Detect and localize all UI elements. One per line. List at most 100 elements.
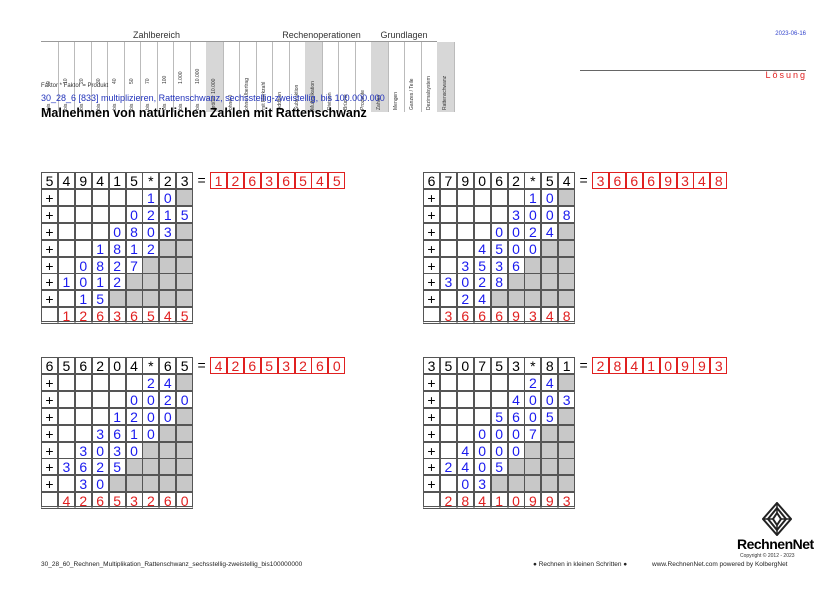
partial-digit: 0 bbox=[142, 407, 160, 425]
plus-sign: + bbox=[41, 441, 58, 459]
zahlbereich-col-1: 10 bis bbox=[58, 42, 75, 112]
factor-digit: 6 bbox=[74, 357, 92, 374]
partial-digit: 1 bbox=[125, 239, 143, 257]
partial-digit bbox=[176, 458, 194, 476]
sum-digit: 9 bbox=[524, 492, 542, 510]
partial-digit bbox=[159, 475, 177, 493]
factor-digit: 1 bbox=[558, 357, 576, 374]
result-digit: 4 bbox=[693, 172, 711, 189]
result-digit: 6 bbox=[608, 172, 626, 189]
partial-digit bbox=[91, 222, 109, 240]
plus-sign: + bbox=[41, 222, 58, 240]
partial-digit bbox=[541, 256, 559, 274]
partial-digit bbox=[142, 273, 160, 291]
header-group-2: Grundlagen bbox=[371, 30, 437, 42]
partial-digit bbox=[125, 475, 143, 493]
result-digit: 0 bbox=[659, 357, 677, 374]
grund-col-0: Zahlen bbox=[371, 42, 389, 112]
partial-digit: 2 bbox=[439, 458, 457, 476]
result-digit: 8 bbox=[608, 357, 626, 374]
sum-digit: 0 bbox=[507, 492, 525, 510]
partial-digit bbox=[439, 188, 457, 206]
partial-digit bbox=[108, 373, 126, 391]
partial-digit bbox=[74, 188, 92, 206]
result-digit: 5 bbox=[294, 172, 312, 189]
result-digit: 6 bbox=[625, 172, 643, 189]
partial-digit bbox=[108, 475, 126, 493]
partial-digit: 0 bbox=[524, 390, 542, 408]
partial-digit bbox=[57, 205, 75, 223]
partial-digit: 8 bbox=[108, 239, 126, 257]
partial-digit: 1 bbox=[57, 273, 75, 291]
factor-digit: 6 bbox=[159, 357, 177, 374]
partial-digit: 3 bbox=[507, 205, 525, 223]
partial-digit: 1 bbox=[125, 424, 143, 442]
partial-digit: 3 bbox=[473, 475, 491, 493]
header-col-value: 1.000 bbox=[178, 71, 185, 84]
grund-col-1: Mengen bbox=[388, 42, 405, 112]
partial-digit: 0 bbox=[91, 475, 109, 493]
sum-digit: 6 bbox=[456, 307, 474, 325]
partial-digit: 2 bbox=[524, 373, 542, 391]
equals-sign: = bbox=[197, 357, 206, 373]
partial-digit bbox=[91, 390, 109, 408]
sum-digit: 4 bbox=[57, 492, 75, 510]
partial-digit: 2 bbox=[108, 256, 126, 274]
partial-digit bbox=[159, 424, 177, 442]
faktor-note: Faktor * Faktor = Produkt bbox=[41, 83, 109, 89]
plus-sign: + bbox=[423, 373, 440, 391]
sum-digit: 6 bbox=[490, 307, 508, 325]
plus-sign: + bbox=[423, 441, 440, 459]
partial-digit bbox=[57, 424, 75, 442]
result-digit: 6 bbox=[277, 172, 295, 189]
partial-digit bbox=[473, 188, 491, 206]
partial-digit: 0 bbox=[473, 441, 491, 459]
partial-digit: 6 bbox=[507, 407, 525, 425]
result-digit: 6 bbox=[243, 357, 261, 374]
partial-digit: 4 bbox=[456, 441, 474, 459]
partial-digit bbox=[558, 475, 576, 493]
partial-digit bbox=[558, 188, 576, 206]
sum-digit: 1 bbox=[490, 492, 508, 510]
partial-digit bbox=[490, 290, 508, 308]
partial-digit: 6 bbox=[74, 458, 92, 476]
partial-digit bbox=[456, 205, 474, 223]
partial-digit bbox=[490, 373, 508, 391]
sum-digit bbox=[423, 492, 440, 510]
partial-digit: 0 bbox=[159, 188, 177, 206]
partial-digit: 0 bbox=[541, 205, 559, 223]
partial-digit bbox=[524, 475, 542, 493]
plus-sign: + bbox=[41, 407, 58, 425]
partial-digit: 5 bbox=[473, 256, 491, 274]
partial-digit bbox=[57, 222, 75, 240]
sum-digit: 3 bbox=[558, 492, 576, 510]
partial-digit: 1 bbox=[91, 273, 109, 291]
partial-digit: 4 bbox=[541, 373, 559, 391]
sum-digit: 1 bbox=[57, 307, 75, 325]
sum-digit: 6 bbox=[125, 307, 143, 325]
partial-digit: 0 bbox=[473, 458, 491, 476]
header-col-label: Ganzes / Teile bbox=[409, 78, 416, 110]
partial-digit bbox=[108, 188, 126, 206]
partial-digit bbox=[125, 188, 143, 206]
partial-digit bbox=[176, 424, 194, 442]
plus-sign: + bbox=[423, 188, 440, 206]
factor-digit: 4 bbox=[125, 357, 143, 374]
partial-digit: 1 bbox=[159, 205, 177, 223]
partial-digit: 3 bbox=[558, 390, 576, 408]
partial-digit bbox=[507, 475, 525, 493]
plus-sign: + bbox=[41, 239, 58, 257]
partial-digit bbox=[159, 441, 177, 459]
worksheet-title: Malnehmen von natürlichen Zahlen mit Rat… bbox=[41, 106, 367, 120]
logo-text: RechnenNet bbox=[737, 536, 814, 552]
partial-digit: 4 bbox=[541, 222, 559, 240]
sum-digit: 2 bbox=[142, 492, 160, 510]
partial-digit bbox=[125, 290, 143, 308]
factor-digit: 6 bbox=[41, 357, 58, 374]
partial-digit: 1 bbox=[91, 239, 109, 257]
partial-digit bbox=[524, 256, 542, 274]
partial-digit: 5 bbox=[108, 458, 126, 476]
partial-digit: 0 bbox=[507, 239, 525, 257]
sum-digit bbox=[41, 307, 58, 325]
factor-digit: 5 bbox=[490, 357, 508, 374]
